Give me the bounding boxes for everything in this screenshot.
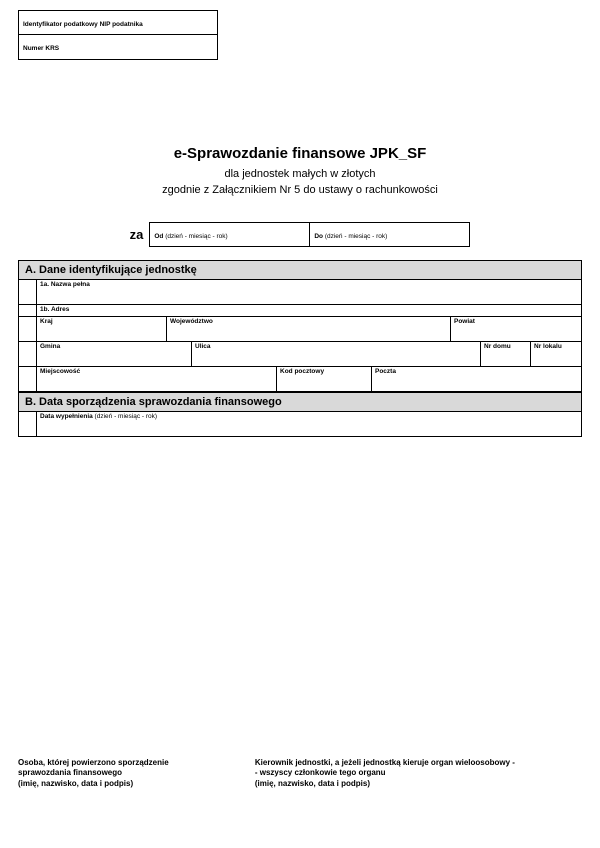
pad [19, 317, 37, 341]
row-adres-header: 1b. Adres [19, 305, 581, 317]
do-bold: Do [314, 233, 323, 240]
signatures: Osoba, której powierzono sporządzenie sp… [18, 758, 582, 789]
date-from-field[interactable]: Od (dzień - miesiąc - rok) [150, 223, 310, 247]
nip-field[interactable]: Identyfikator podatkowy NIP podatnika [19, 11, 217, 35]
krs-label: Numer KRS [23, 45, 59, 52]
taxpayer-id-box: Identyfikator podatkowy NIP podatnika Nu… [18, 10, 218, 60]
wojewodztwo-label: Województwo [170, 318, 447, 326]
sig-left-l2: sprawozdania finansowego [18, 768, 235, 778]
nr-lokalu-label: Nr lokalu [534, 343, 578, 351]
pad [19, 342, 37, 366]
powiat-field[interactable]: Powiat [451, 317, 581, 341]
nazwa-field[interactable]: 1a. Nazwa pełna [37, 280, 581, 304]
signature-preparer: Osoba, której powierzono sporządzenie sp… [18, 758, 255, 789]
miejscowosc-field[interactable]: Miejscowość [37, 367, 277, 391]
row-miejscowosc: Miejscowość Kod pocztowy Poczta [19, 367, 581, 392]
ulica-label: Ulica [195, 343, 477, 351]
sig-right-l1: Kierownik jednostki, a jeżeli jednostką … [255, 758, 582, 768]
kod-field[interactable]: Kod pocztowy [277, 367, 372, 391]
subtitle-2: zgodnie z Załącznikiem Nr 5 do ustawy o … [0, 184, 600, 196]
sig-right-l2: - wszyscy członkowie tego organu [255, 768, 582, 778]
powiat-label: Powiat [454, 318, 578, 326]
row-data-wypelnienia: Data wypełnienia (dzień - miesiąc - rok) [19, 412, 581, 436]
adres-label: 1b. Adres [40, 306, 578, 314]
signature-manager: Kierownik jednostki, a jeżeli jednostką … [255, 758, 582, 789]
subtitle-1: dla jednostek małych w złotych [0, 168, 600, 180]
form-page: Identyfikator podatkowy NIP podatnika Nu… [0, 0, 600, 848]
sig-right-l3: (imię, nazwisko, data i podpis) [255, 779, 582, 789]
row-kraj: Kraj Województwo Powiat [19, 317, 581, 342]
data-wypelnienia-field[interactable]: Data wypełnienia (dzień - miesiąc - rok) [37, 412, 581, 436]
kraj-field[interactable]: Kraj [37, 317, 167, 341]
main-title: e-Sprawozdanie finansowe JPK_SF [0, 145, 600, 162]
pad [19, 280, 37, 304]
nr-domu-field[interactable]: Nr domu [481, 342, 531, 366]
sig-left-l1: Osoba, której powierzono sporządzenie [18, 758, 235, 768]
pad [19, 367, 37, 391]
nr-lokalu-field[interactable]: Nr lokalu [531, 342, 581, 366]
gmina-label: Gmina [40, 343, 188, 351]
miejscowosc-label: Miejscowość [40, 368, 273, 376]
row-nazwa: 1a. Nazwa pełna [19, 280, 581, 305]
document-headings: e-Sprawozdanie finansowe JPK_SF dla jedn… [0, 145, 600, 196]
period-row: za Od (dzień - miesiąc - rok) Do (dzień … [0, 222, 600, 247]
data-wypelnienia-label: Data wypełnienia (dzień - miesiąc - rok) [40, 413, 578, 421]
section-a-header: A. Dane identyfikujące jednostkę [19, 261, 581, 280]
pad [19, 305, 37, 316]
date-to-field[interactable]: Do (dzień - miesiąc - rok) [310, 223, 470, 247]
sig-left-l3: (imię, nazwisko, data i podpis) [18, 779, 235, 789]
poczta-label: Poczta [375, 368, 578, 376]
nr-domu-label: Nr domu [484, 343, 527, 351]
krs-field[interactable]: Numer KRS [19, 35, 217, 59]
section-b-header: B. Data sporządzenia sprawozdania finans… [19, 392, 581, 412]
od-hint: (dzień - miesiąc - rok) [163, 233, 227, 240]
row-gmina: Gmina Ulica Nr domu Nr lokalu [19, 342, 581, 367]
wojewodztwo-field[interactable]: Województwo [167, 317, 451, 341]
nazwa-label: 1a. Nazwa pełna [40, 281, 578, 289]
kraj-label: Kraj [40, 318, 163, 326]
za-label: za [130, 227, 144, 242]
nip-label: Identyfikator podatkowy NIP podatnika [23, 21, 143, 28]
kod-label: Kod pocztowy [280, 368, 368, 376]
ulica-field[interactable]: Ulica [192, 342, 481, 366]
adres-header: 1b. Adres [37, 305, 581, 317]
poczta-field[interactable]: Poczta [372, 367, 581, 391]
main-form: A. Dane identyfikujące jednostkę 1a. Naz… [18, 260, 582, 437]
period-table: Od (dzień - miesiąc - rok) Do (dzień - m… [149, 222, 470, 247]
gmina-field[interactable]: Gmina [37, 342, 192, 366]
pad [19, 412, 37, 436]
do-hint: (dzień - miesiąc - rok) [323, 233, 387, 240]
